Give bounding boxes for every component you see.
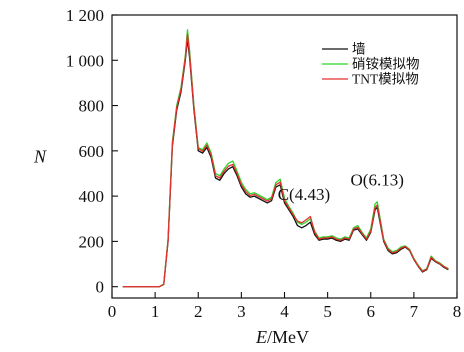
peak-annotation: O(6.13) — [351, 171, 404, 190]
y-tick-label: 800 — [79, 97, 105, 116]
x-axis-title: E/MeV — [255, 327, 309, 347]
x-tick-label: 6 — [367, 302, 376, 321]
x-tick-label: 4 — [280, 302, 289, 321]
x-tick-label: 0 — [108, 302, 117, 321]
x-axis-title-unit: /MeV — [267, 327, 309, 347]
axis-ticks: 0 1 2 3 4 5 6 7 8 0 200 400 600 800 1 000 1 200 — [66, 6, 462, 321]
x-tick-label: 7 — [410, 302, 419, 321]
series-layer — [122, 29, 449, 288]
annotations: C(4.43) O(6.13) — [278, 171, 404, 205]
y-tick-label: 400 — [79, 187, 105, 206]
y-tick-label: 600 — [79, 142, 105, 161]
series-line-1 — [122, 38, 449, 288]
y-tick-label: 1 200 — [66, 6, 104, 25]
y-tick-label: 1 000 — [66, 51, 104, 70]
legend-label: 墙 — [352, 42, 366, 57]
x-tick-label: 8 — [453, 302, 462, 321]
y-tick-label: 200 — [79, 232, 105, 251]
series-line-2 — [122, 29, 449, 288]
x-tick-label: 2 — [194, 302, 203, 321]
y-axis-title: N — [33, 147, 47, 167]
peak-annotation: C(4.43) — [278, 185, 330, 204]
legend-label: TNT模拟物 — [352, 72, 419, 87]
y-tick-label: 0 — [96, 278, 105, 297]
x-axis-title-symbol: E — [255, 327, 267, 347]
x-tick-label: 5 — [323, 302, 332, 321]
x-tick-label: 3 — [237, 302, 246, 321]
x-tick-label: 1 — [151, 302, 160, 321]
series-line-3 — [122, 33, 449, 288]
legend-label: 硝铵模拟物 — [352, 57, 420, 72]
